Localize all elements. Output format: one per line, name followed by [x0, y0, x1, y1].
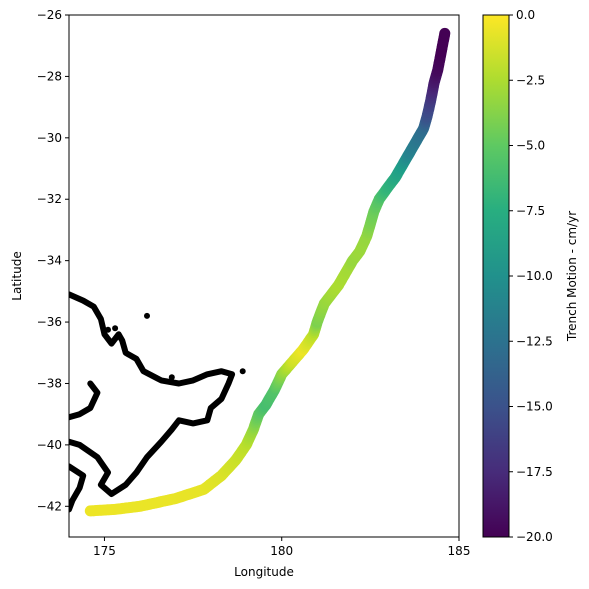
- y-tick-label: −34: [37, 254, 62, 268]
- x-axis-ticks: 175 180 185: [93, 537, 470, 558]
- coastline-island: [112, 325, 119, 332]
- colorbar-tick-label: 0.0: [516, 8, 535, 22]
- y-axis-ticks: −26 −28 −30 −32 −34 −36 −38 −40 −42: [37, 8, 69, 513]
- y-tick-label: −26: [37, 8, 62, 22]
- x-tick-label: 175: [93, 544, 116, 558]
- coastline-segment: [69, 463, 87, 513]
- y-tick-label: −32: [37, 192, 62, 206]
- x-tick-label: 185: [448, 544, 471, 558]
- colorbar-tick-label: −12.5: [516, 334, 553, 348]
- x-tick-label: 180: [270, 544, 293, 558]
- coastline-island: [144, 312, 150, 319]
- colorbar-tick-label: −15.0: [516, 400, 553, 414]
- coastline-island: [168, 374, 175, 381]
- x-axis-label: Longitude: [234, 565, 294, 579]
- y-tick-label: −38: [37, 376, 62, 390]
- colorbar-tick-label: −17.5: [516, 465, 553, 479]
- y-tick-label: −36: [37, 315, 62, 329]
- y-axis-label: Latitude: [10, 251, 24, 300]
- coastline-group: [69, 291, 246, 513]
- coastline-island: [239, 368, 246, 375]
- y-tick-label: −30: [37, 131, 62, 145]
- colorbar-tick-label: −10.0: [516, 269, 553, 283]
- trench-points-group: [84, 27, 451, 517]
- colorbar-tick-label: −7.5: [516, 204, 545, 218]
- colorbar-label: Trench Motion - cm/yr: [565, 211, 579, 342]
- colorbar-ticks: 0.0 −2.5 −5.0 −7.5 −10.0 −12.5 −15.0 −17.5 −20.0: [509, 8, 553, 544]
- colorbar-tick-label: −5.0: [516, 139, 545, 153]
- coastline-island: [105, 326, 111, 333]
- plot-area: [69, 15, 459, 537]
- y-tick-label: −42: [37, 499, 62, 513]
- plot-frame: [68, 14, 460, 538]
- coastline-segment: [69, 291, 236, 497]
- colorbar-tick-label: −2.5: [516, 73, 545, 87]
- coastline-segment: [69, 380, 101, 421]
- colorbar: [482, 14, 510, 538]
- y-tick-label: −40: [37, 438, 62, 452]
- colorbar-tick-label: −20.0: [516, 530, 553, 544]
- trench-point: [439, 27, 451, 39]
- y-tick-label: −28: [37, 69, 62, 83]
